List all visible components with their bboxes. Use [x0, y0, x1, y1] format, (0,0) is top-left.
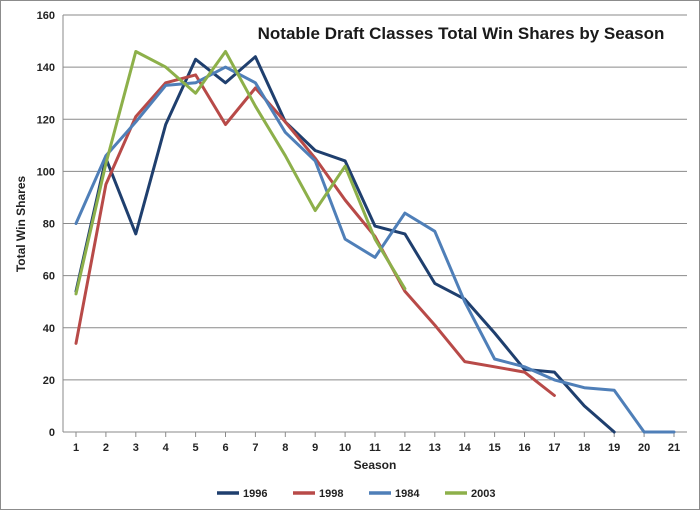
x-tick-label: 16 — [518, 442, 530, 454]
legend-label: 2003 — [471, 488, 495, 500]
y-tick-label: 160 — [37, 10, 55, 22]
legend-item-1996: 1996 — [217, 488, 267, 500]
axes — [62, 15, 687, 437]
series-line-2003 — [74, 50, 407, 296]
x-tick-label: 15 — [488, 442, 500, 454]
legend: 1996 1998 1984 2003 — [217, 488, 495, 500]
x-tick-label: 7 — [252, 442, 258, 454]
x-tick-label: 20 — [638, 442, 650, 454]
legend-label: 1984 — [395, 488, 420, 500]
y-tick-labels: 0 20 40 60 80 100 120 140 160 — [37, 10, 55, 439]
gridlines — [63, 14, 687, 381]
x-tick-label: 17 — [548, 442, 560, 454]
y-tick-label: 40 — [43, 323, 55, 335]
x-tick-label: 19 — [608, 442, 620, 454]
x-tick-label: 8 — [282, 442, 288, 454]
chart-title: Notable Draft Classes Total Win Shares b… — [258, 24, 665, 43]
y-tick-label: 80 — [43, 219, 55, 231]
x-tick-label: 4 — [163, 442, 170, 454]
y-tick-label: 20 — [43, 375, 55, 387]
y-tick-label: 140 — [37, 62, 55, 74]
y-axis-title: Total Win Shares — [14, 176, 28, 273]
series-line-1996 — [74, 55, 616, 434]
x-tick-label: 13 — [429, 442, 441, 454]
legend-item-1984: 1984 — [369, 488, 420, 500]
series-lines — [74, 50, 676, 434]
x-tick-label: 1 — [73, 442, 79, 454]
x-tick-label: 2 — [103, 442, 109, 454]
x-tick-label: 18 — [578, 442, 590, 454]
x-tick-label: 11 — [369, 442, 381, 454]
x-tick-label: 21 — [668, 442, 680, 454]
x-tick-label: 5 — [193, 442, 199, 454]
legend-item-2003: 2003 — [445, 488, 495, 500]
x-tick-labels: 1 2 3 4 5 6 7 8 9 10 11 12 13 14 15 16 17 18 19 20 21 — [73, 442, 680, 454]
y-tick-label: 120 — [37, 114, 55, 126]
x-tick-label: 3 — [133, 442, 139, 454]
x-axis-title: Season — [354, 458, 397, 472]
series-line-1998 — [74, 73, 556, 397]
y-tick-label: 60 — [43, 271, 55, 283]
series-line-1984 — [74, 65, 676, 434]
y-tick-label: 0 — [49, 427, 55, 439]
x-tick-label: 12 — [399, 442, 411, 454]
x-tick-label: 10 — [339, 442, 351, 454]
x-tick-label: 14 — [459, 442, 472, 454]
legend-label: 1998 — [319, 488, 343, 500]
legend-label: 1996 — [243, 488, 267, 500]
y-tick-label: 100 — [37, 166, 55, 178]
x-tick-label: 9 — [312, 442, 318, 454]
legend-item-1998: 1998 — [293, 488, 343, 500]
x-tick-label: 6 — [222, 442, 228, 454]
